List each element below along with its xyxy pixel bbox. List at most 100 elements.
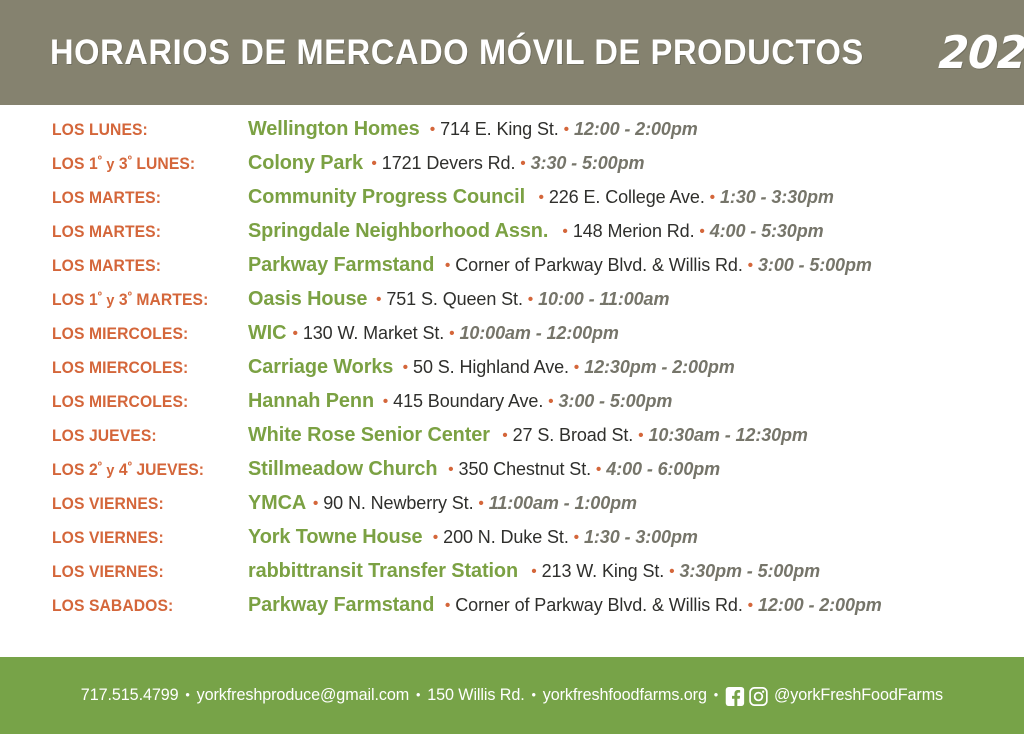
bullet-separator: • [538, 189, 544, 206]
bullet-separator: • [563, 121, 569, 138]
schedule-day-label: LOS JUEVES: [52, 427, 157, 445]
schedule-row: LOS VIERNES: York Towne House • 200 N. Duke… [0, 525, 1024, 561]
schedule-address: Corner of Parkway Blvd. & Willis Rd. [455, 255, 743, 275]
schedule-row: LOS MIERCOLES: WIC • 130 W. Market St. • 10:0… [0, 321, 1024, 357]
schedule-day-label: LOS VIERNES: [52, 495, 164, 513]
schedule-details: Community Progress Council • 226 E. Colleg… [248, 185, 1024, 208]
schedule-details: Carriage Works • 50 S. Highland Ave. • 12:30… [248, 355, 1024, 378]
schedule-time: 4:00 - 6:00pm [606, 459, 721, 479]
schedule-venue: Carriage Works [248, 355, 394, 378]
schedule-address: 200 N. Duke St. [443, 527, 569, 547]
schedule-address: 1721 Devers Rd. [381, 153, 516, 173]
schedule-venue: Parkway Farmstand [248, 593, 435, 616]
schedule-row: LOS JUEVES: White Rose Senior Center • 27 S… [0, 423, 1024, 459]
schedule-venue: Springdale Neighborhood Assn. [248, 219, 549, 242]
schedule-address: 130 W. Market St. [302, 323, 445, 343]
footer-contact-line: 717.515.4799 • yorkfreshproduce@gmail.co… [81, 686, 944, 706]
schedule-venue: York Towne House [248, 525, 423, 548]
bullet-separator: • [573, 359, 580, 376]
schedule-address: 50 S. Highland Ave. [413, 357, 569, 377]
schedule-time: 3:00 - 5:00pm [558, 391, 673, 411]
schedule-row: LOS 1º y 3º MARTES: Oasis House • 751 S. Qu… [0, 287, 1024, 323]
schedule-address: 714 E. King St. [440, 119, 559, 139]
bullet-separator: • [376, 291, 382, 308]
bullet-separator: • [478, 495, 484, 512]
schedule-venue: Community Progress Council [248, 185, 526, 208]
bullet-separator: • [747, 257, 754, 274]
schedule-time: 3:00 - 5:00pm [758, 255, 872, 275]
schedule-time: 3:30pm - 5:00pm [679, 561, 821, 581]
bullet-separator: • [527, 291, 534, 308]
footer-separator: • [185, 687, 190, 702]
footer-address: 150 Willis Rd. [427, 686, 525, 704]
footer-email: yorkfreshproduce@gmail.com [196, 686, 410, 704]
schedule-address: 226 E. College Ave. [548, 187, 705, 207]
footer-social-handle: @yorkFreshFoodFarms [774, 686, 944, 704]
bullet-separator: • [312, 495, 319, 512]
facebook-icon[interactable] [725, 687, 745, 706]
bullet-separator: • [292, 325, 298, 342]
schedule-list: LOS LUNES: Wellington Homes • 714 E. King S… [0, 105, 1024, 657]
schedule-details: York Towne House • 200 N. Duke St. • 1:30 - … [248, 525, 1024, 548]
header-bar: HORARIOS DE MERCADO MÓVIL DE PRODUCTOS 20… [0, 0, 1024, 105]
bullet-separator: • [747, 597, 754, 614]
schedule-details: Wellington Homes • 714 E. King St. • 12:00 -… [248, 118, 1024, 140]
schedule-time: 4:00 - 5:30pm [709, 221, 824, 241]
schedule-day-label: LOS MIERCOLES: [52, 325, 189, 343]
schedule-time: 10:00am - 12:00pm [459, 323, 619, 343]
schedule-details: Parkway Farmstand • Corner of Parkway Blvd… [248, 254, 1024, 276]
bullet-separator: • [448, 461, 454, 478]
bullet-separator: • [531, 563, 537, 580]
social-icons [725, 687, 769, 706]
footer-separator: • [713, 687, 719, 702]
schedule-address: Corner of Parkway Blvd. & Willis Rd. [455, 595, 743, 615]
schedule-day-label: LOS VIERNES: [52, 563, 164, 581]
schedule-venue: White Rose Senior Center [248, 423, 490, 446]
bullet-separator: • [699, 223, 705, 240]
schedule-row: LOS 2º y 4º JUEVES: Stillmeadow Church • 35… [0, 458, 1024, 493]
schedule-venue: WIC [248, 321, 287, 344]
instagram-icon[interactable] [749, 687, 769, 706]
page-title: HORARIOS DE MERCADO MÓVIL DE PRODUCTOS [50, 33, 864, 72]
schedule-row: LOS MARTES: Community Progress Council • 22… [0, 185, 1024, 221]
schedule-day-label: LOS 2º y 4º JUEVES: [52, 459, 205, 479]
schedule-details: Parkway Farmstand • Corner of Parkway Blvd… [248, 593, 1024, 616]
bullet-separator: • [402, 359, 409, 376]
bullet-separator: • [548, 393, 554, 410]
schedule-venue: Oasis House [248, 287, 368, 310]
schedule-address: 350 Chestnut St. [458, 459, 592, 479]
footer-separator: • [531, 687, 536, 702]
bullet-separator: • [429, 121, 436, 138]
schedule-time: 1:30 - 3:00pm [584, 527, 698, 547]
header-year: 2024 [937, 26, 1024, 79]
schedule-address: 213 W. King St. [541, 561, 665, 581]
schedule-time: 10:00 - 11:00am [538, 289, 670, 309]
bullet-separator: • [669, 563, 675, 580]
schedule-address: 27 S. Broad St. [512, 425, 634, 445]
footer-website: yorkfreshfoodfarms.org [542, 686, 707, 704]
schedule-details: Springdale Neighborhood Assn. • 148 Merion… [248, 219, 1024, 242]
schedule-row: LOS VIERNES: rabbittransit Transfer Stati… [0, 560, 1024, 595]
schedule-venue: Hannah Penn [248, 389, 374, 412]
schedule-day-label: LOS VIERNES: [52, 529, 164, 547]
schedule-time: 11:00am - 1:00pm [488, 493, 637, 513]
bullet-separator: • [573, 529, 579, 546]
schedule-day-label: LOS MIERCOLES: [52, 359, 189, 377]
schedule-day-label: LOS SABADOS: [52, 597, 174, 615]
schedule-day-label: LOS MARTES: [52, 189, 162, 207]
schedule-row: LOS VIERNES: YMCA • 90 N. Newberry St. • 11:0… [0, 492, 1024, 527]
schedule-day-label: LOS 1º y 3º MARTES: [52, 289, 209, 309]
bullet-separator: • [502, 427, 508, 444]
schedule-venue: Colony Park [248, 151, 363, 174]
schedule-row: LOS 1º y 3º LUNES: Colony Park • 1721 Dever… [0, 151, 1024, 187]
bullet-separator: • [445, 257, 451, 274]
schedule-day-label: LOS 1º y 3º LUNES: [52, 153, 196, 173]
schedule-time: 3:30 - 5:00pm [530, 153, 645, 173]
schedule-details: Stillmeadow Church • 350 Chestnut St. • 4:00… [248, 458, 1024, 480]
schedule-time: 12:30pm - 2:00pm [584, 357, 735, 377]
bullet-separator: • [432, 529, 439, 546]
schedule-details: WIC • 130 W. Market St. • 10:00am - 12:00pm [248, 321, 1024, 344]
schedule-row: LOS SABADOS: Parkway Farmstand • Corner of … [0, 593, 1024, 629]
schedule-time: 12:00 - 2:00pm [758, 595, 882, 615]
schedule-details: Oasis House • 751 S. Queen St. • 10:00 - 11:… [248, 287, 1024, 310]
